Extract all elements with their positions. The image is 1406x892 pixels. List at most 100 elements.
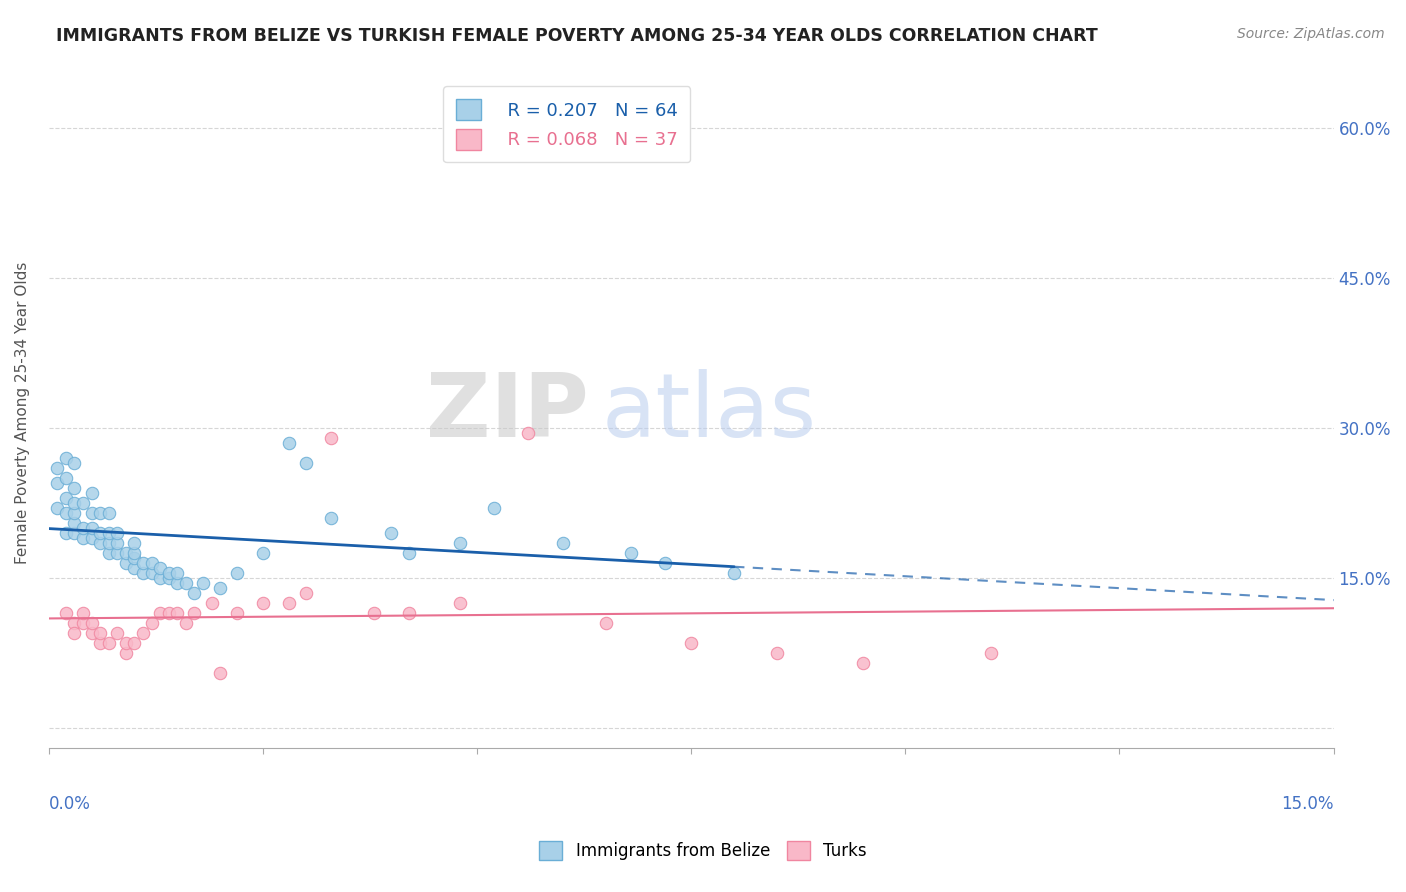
Point — [191, 576, 214, 591]
Point — [277, 596, 299, 610]
Point — [105, 536, 128, 550]
Text: atlas: atlas — [602, 369, 817, 457]
Point — [124, 546, 146, 560]
Point — [55, 506, 77, 520]
Point — [226, 607, 249, 621]
Point — [141, 556, 163, 570]
Point — [149, 571, 172, 585]
Point — [72, 607, 94, 621]
Point — [157, 607, 180, 621]
Point — [97, 506, 120, 520]
Point — [46, 476, 69, 491]
Point — [294, 456, 316, 470]
Point — [449, 596, 471, 610]
Point — [89, 526, 111, 541]
Point — [80, 521, 103, 535]
Point — [63, 456, 86, 470]
Point — [124, 561, 146, 575]
Point — [89, 506, 111, 520]
Point — [851, 657, 873, 671]
Point — [80, 531, 103, 545]
Point — [124, 536, 146, 550]
Legend:   R = 0.207   N = 64,   R = 0.068   N = 37: R = 0.207 N = 64, R = 0.068 N = 37 — [443, 87, 690, 162]
Point — [55, 450, 77, 465]
Point — [105, 526, 128, 541]
Point — [80, 486, 103, 500]
Point — [398, 546, 420, 560]
Point — [46, 501, 69, 516]
Point — [294, 586, 316, 600]
Point — [97, 546, 120, 560]
Point — [105, 626, 128, 640]
Point — [166, 576, 188, 591]
Point — [105, 546, 128, 560]
Text: IMMIGRANTS FROM BELIZE VS TURKISH FEMALE POVERTY AMONG 25-34 YEAR OLDS CORRELATI: IMMIGRANTS FROM BELIZE VS TURKISH FEMALE… — [56, 27, 1098, 45]
Point — [115, 546, 138, 560]
Point — [80, 626, 103, 640]
Point — [132, 556, 155, 570]
Point — [141, 616, 163, 631]
Point — [55, 491, 77, 505]
Point — [63, 481, 86, 495]
Point — [72, 496, 94, 510]
Point — [149, 561, 172, 575]
Point — [595, 616, 617, 631]
Point — [89, 636, 111, 650]
Point — [482, 501, 505, 516]
Point — [209, 581, 232, 595]
Point — [252, 546, 274, 560]
Point — [449, 536, 471, 550]
Point — [97, 536, 120, 550]
Point — [141, 566, 163, 581]
Point — [200, 596, 222, 610]
Point — [277, 436, 299, 450]
Point — [166, 607, 188, 621]
Point — [72, 616, 94, 631]
Point — [132, 626, 155, 640]
Point — [654, 556, 676, 570]
Point — [681, 636, 703, 650]
Point — [183, 607, 205, 621]
Point — [63, 496, 86, 510]
Point — [363, 607, 385, 621]
Point — [551, 536, 574, 550]
Point — [55, 526, 77, 541]
Point — [620, 546, 643, 560]
Text: ZIP: ZIP — [426, 369, 588, 457]
Point — [115, 646, 138, 660]
Point — [517, 425, 540, 440]
Point — [80, 506, 103, 520]
Point — [252, 596, 274, 610]
Point — [174, 576, 197, 591]
Point — [97, 636, 120, 650]
Point — [55, 471, 77, 485]
Point — [226, 566, 249, 581]
Point — [80, 616, 103, 631]
Point — [89, 536, 111, 550]
Legend: Immigrants from Belize, Turks: Immigrants from Belize, Turks — [529, 831, 877, 871]
Point — [209, 666, 232, 681]
Text: 15.0%: 15.0% — [1281, 796, 1334, 814]
Point — [46, 461, 69, 475]
Point — [72, 521, 94, 535]
Point — [124, 551, 146, 566]
Point — [157, 571, 180, 585]
Point — [723, 566, 745, 581]
Point — [157, 566, 180, 581]
Point — [398, 607, 420, 621]
Point — [63, 626, 86, 640]
Point — [89, 626, 111, 640]
Point — [132, 566, 155, 581]
Point — [97, 526, 120, 541]
Y-axis label: Female Poverty Among 25-34 Year Olds: Female Poverty Among 25-34 Year Olds — [15, 261, 30, 564]
Point — [766, 646, 789, 660]
Point — [63, 516, 86, 530]
Point — [115, 636, 138, 650]
Text: Source: ZipAtlas.com: Source: ZipAtlas.com — [1237, 27, 1385, 41]
Point — [63, 616, 86, 631]
Point — [183, 586, 205, 600]
Point — [149, 607, 172, 621]
Point — [72, 531, 94, 545]
Point — [63, 526, 86, 541]
Text: 0.0%: 0.0% — [49, 796, 90, 814]
